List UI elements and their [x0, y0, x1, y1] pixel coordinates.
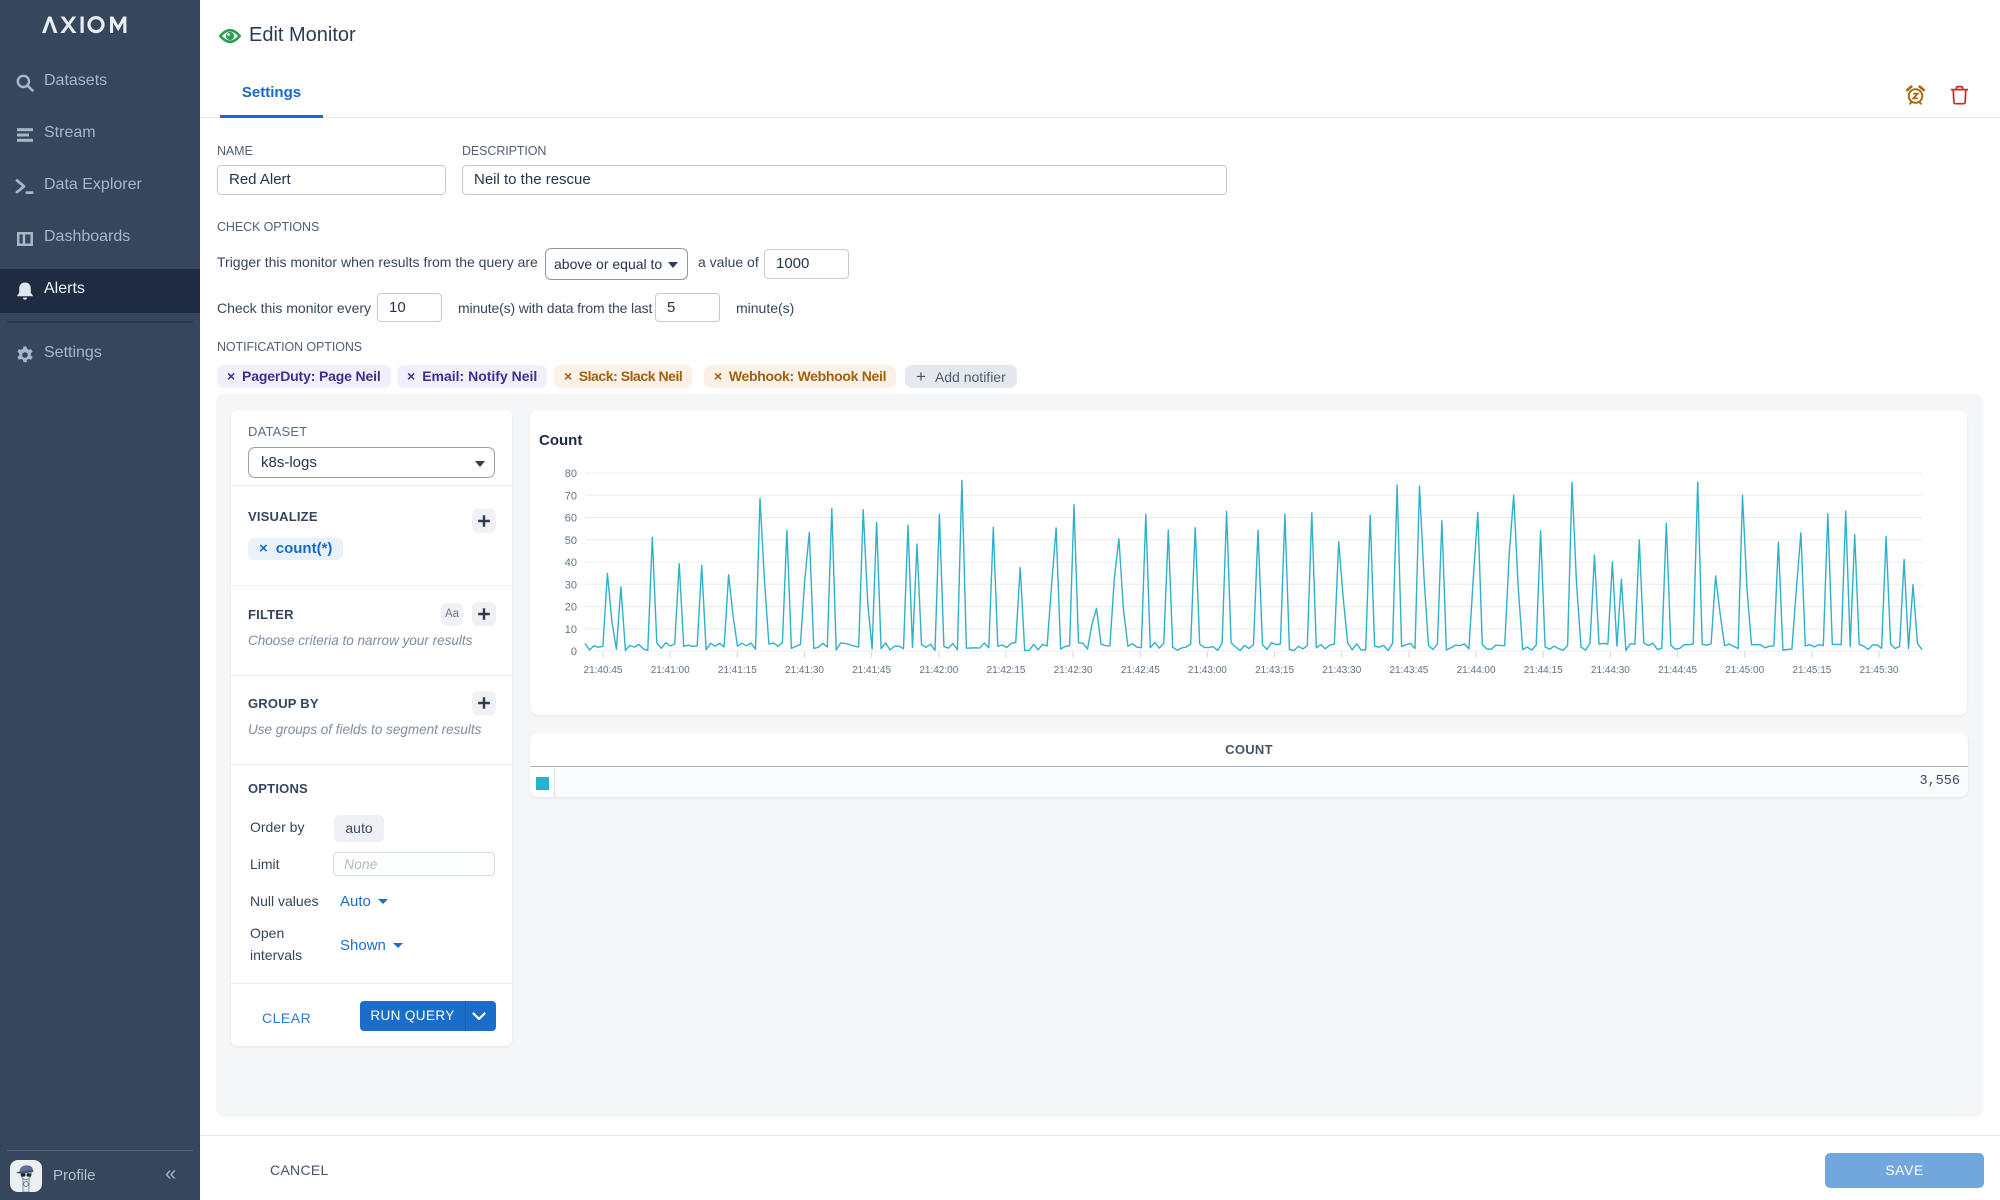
svg-text:10: 10	[565, 624, 577, 636]
svg-text:60: 60	[565, 513, 577, 525]
svg-text:21:44:45: 21:44:45	[1658, 665, 1697, 676]
svg-text:80: 80	[565, 468, 577, 480]
svg-text:21:45:30: 21:45:30	[1860, 665, 1899, 676]
svg-text:40: 40	[565, 557, 577, 569]
svg-text:21:43:00: 21:43:00	[1188, 665, 1227, 676]
svg-text:21:42:45: 21:42:45	[1121, 665, 1160, 676]
svg-text:21:44:15: 21:44:15	[1524, 665, 1563, 676]
svg-text:21:41:15: 21:41:15	[718, 665, 757, 676]
svg-text:21:40:45: 21:40:45	[584, 665, 623, 676]
svg-text:30: 30	[565, 579, 577, 591]
svg-text:0: 0	[571, 646, 577, 658]
svg-text:21:42:30: 21:42:30	[1054, 665, 1093, 676]
svg-text:21:43:15: 21:43:15	[1255, 665, 1294, 676]
svg-text:21:41:00: 21:41:00	[651, 665, 690, 676]
svg-text:21:45:00: 21:45:00	[1725, 665, 1764, 676]
svg-text:21:44:00: 21:44:00	[1457, 665, 1496, 676]
svg-text:21:43:30: 21:43:30	[1322, 665, 1361, 676]
svg-text:21:43:45: 21:43:45	[1389, 665, 1428, 676]
svg-text:70: 70	[565, 490, 577, 502]
svg-text:50: 50	[565, 535, 577, 547]
svg-text:21:41:30: 21:41:30	[785, 665, 824, 676]
svg-text:21:44:30: 21:44:30	[1591, 665, 1630, 676]
svg-text:21:42:00: 21:42:00	[919, 665, 958, 676]
svg-text:20: 20	[565, 602, 577, 614]
svg-text:21:42:15: 21:42:15	[987, 665, 1026, 676]
svg-text:21:45:15: 21:45:15	[1792, 665, 1831, 676]
svg-text:21:41:45: 21:41:45	[852, 665, 891, 676]
